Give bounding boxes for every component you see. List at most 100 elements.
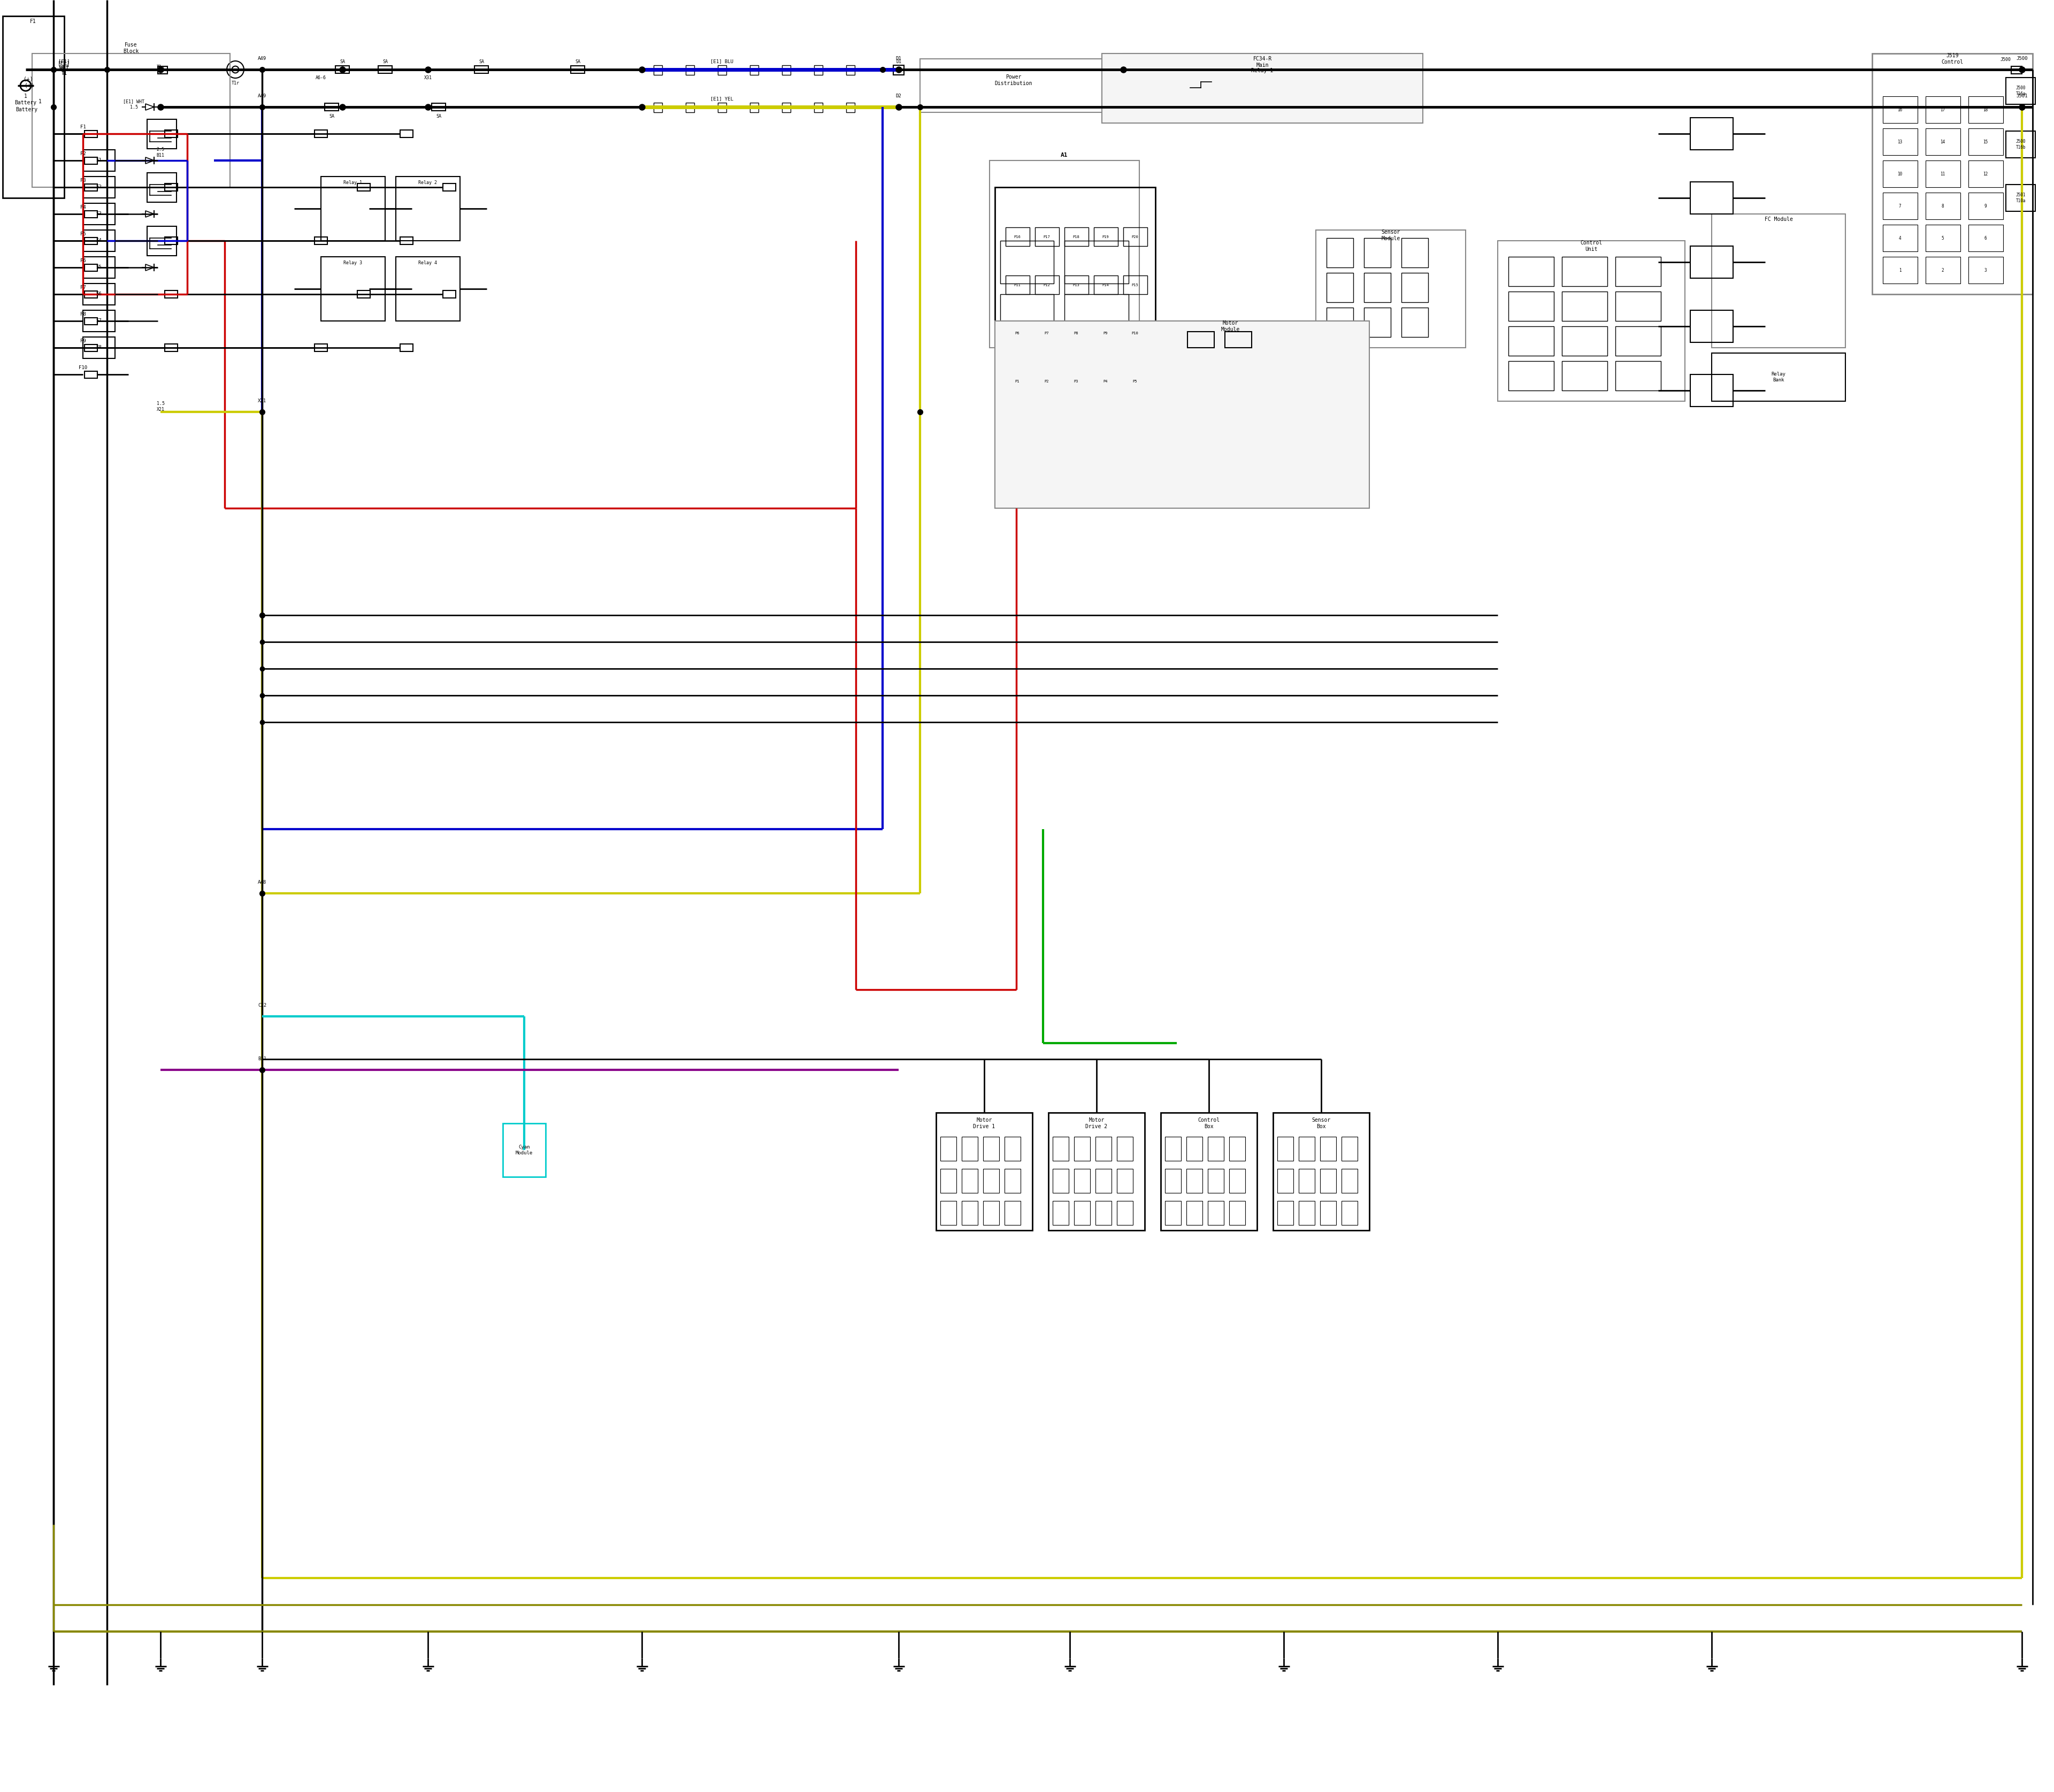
Bar: [1690, 246, 1734, 278]
Bar: [984, 1136, 998, 1161]
Text: Relay 1: Relay 1: [343, 181, 362, 185]
Text: P13: P13: [1072, 283, 1080, 287]
Bar: [994, 186, 1154, 401]
Bar: [1614, 360, 1662, 391]
Bar: [813, 65, 824, 75]
Bar: [941, 1136, 957, 1161]
Bar: [941, 1201, 957, 1226]
Text: 2: 2: [1941, 267, 1943, 272]
Bar: [314, 237, 327, 244]
Bar: [158, 66, 168, 73]
Bar: [1871, 54, 2033, 294]
Text: 16: 16: [1898, 108, 1902, 113]
Bar: [84, 185, 97, 190]
Bar: [1124, 276, 1148, 294]
Bar: [750, 102, 758, 113]
Bar: [82, 337, 115, 358]
Text: X31: X31: [423, 75, 431, 81]
Bar: [984, 1168, 998, 1193]
Bar: [84, 158, 97, 163]
Text: Fuse
Block: Fuse Block: [123, 43, 140, 54]
Bar: [1095, 1201, 1111, 1226]
Bar: [1074, 1201, 1091, 1226]
Text: Motor
Module: Motor Module: [1220, 321, 1241, 332]
Text: P16: P16: [1015, 235, 1021, 238]
Bar: [378, 66, 392, 73]
Text: A49: A49: [259, 56, 267, 61]
Bar: [1224, 332, 1251, 348]
Bar: [84, 131, 97, 138]
Bar: [1124, 324, 1148, 342]
Bar: [1364, 308, 1391, 337]
Bar: [431, 104, 446, 111]
Bar: [401, 344, 413, 351]
Bar: [503, 1124, 546, 1177]
Bar: [148, 120, 177, 149]
Bar: [1000, 240, 1054, 283]
Bar: [82, 202, 115, 224]
Bar: [82, 310, 115, 332]
Text: B11: B11: [259, 1057, 267, 1061]
Bar: [984, 1201, 998, 1226]
Text: J500: J500: [2017, 56, 2027, 61]
Bar: [1208, 1201, 1224, 1226]
Bar: [1317, 229, 1467, 348]
Bar: [1401, 238, 1428, 267]
Bar: [783, 102, 791, 113]
Bar: [1711, 213, 1844, 348]
Text: [E1]: [E1]: [58, 59, 70, 65]
Bar: [84, 317, 97, 324]
Bar: [1508, 360, 1555, 391]
Bar: [82, 177, 115, 197]
Bar: [164, 237, 177, 244]
Bar: [1000, 294, 1054, 337]
Text: X21: X21: [259, 400, 267, 403]
Text: 2.5
B11: 2.5 B11: [156, 147, 164, 158]
Bar: [1208, 1168, 1224, 1193]
Bar: [1614, 326, 1662, 357]
Text: Battery: Battery: [16, 108, 37, 113]
Bar: [1165, 1136, 1181, 1161]
Text: Relay 2: Relay 2: [419, 181, 438, 185]
Bar: [1927, 256, 1960, 283]
Bar: [1341, 1201, 1358, 1226]
Bar: [1177, 321, 1284, 455]
Bar: [1364, 272, 1391, 303]
Bar: [1064, 276, 1089, 294]
Text: SA: SA: [575, 59, 581, 65]
Bar: [1187, 1136, 1202, 1161]
Bar: [1341, 1168, 1358, 1193]
Bar: [1006, 276, 1029, 294]
Text: A6-6: A6-6: [316, 75, 327, 81]
Bar: [1004, 1201, 1021, 1226]
Bar: [686, 102, 694, 113]
Text: S2: S2: [97, 185, 103, 190]
Text: P9: P9: [1103, 332, 1107, 335]
Text: FC Module: FC Module: [1764, 217, 1793, 222]
Text: A1: A1: [1060, 152, 1068, 158]
Bar: [444, 183, 456, 192]
Bar: [1298, 1201, 1315, 1226]
Bar: [1884, 161, 1918, 186]
Bar: [1508, 256, 1555, 287]
Bar: [82, 256, 115, 278]
Bar: [846, 65, 854, 75]
Bar: [961, 1136, 978, 1161]
Bar: [1165, 1201, 1181, 1226]
Bar: [937, 1113, 1033, 1231]
Bar: [1497, 240, 1684, 401]
Bar: [1341, 1136, 1358, 1161]
Bar: [813, 102, 824, 113]
Bar: [571, 66, 585, 73]
Text: Power
Distribution: Power Distribution: [994, 75, 1033, 86]
Text: [E1] WHT
1.5: [E1] WHT 1.5: [123, 99, 144, 109]
Bar: [961, 1168, 978, 1193]
Bar: [1064, 240, 1128, 283]
Bar: [2007, 77, 2036, 104]
Text: S6: S6: [97, 292, 103, 297]
Text: WHT: WHT: [60, 65, 68, 70]
Bar: [1298, 1168, 1315, 1193]
Bar: [1074, 1168, 1091, 1193]
Bar: [1327, 238, 1354, 267]
Bar: [1278, 1136, 1294, 1161]
